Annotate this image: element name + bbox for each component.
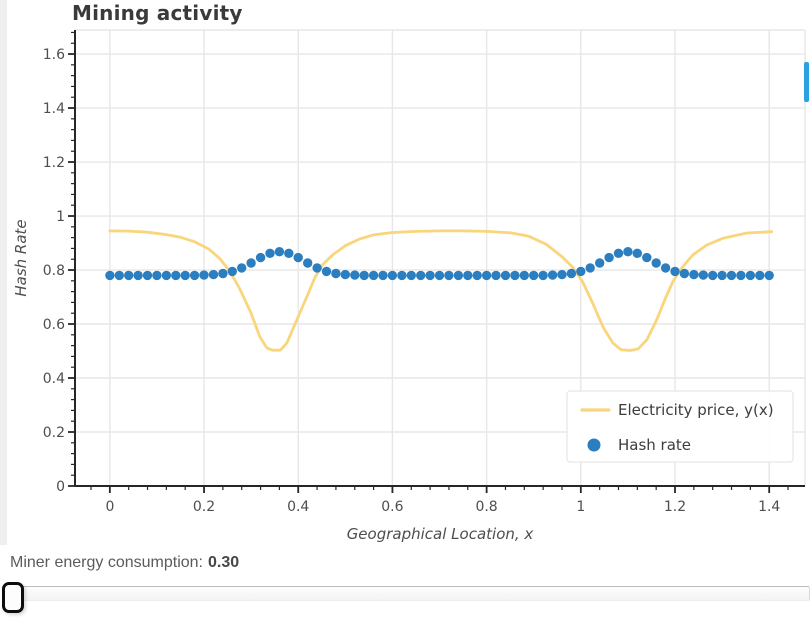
axes [68,30,805,493]
svg-text:0.6: 0.6 [381,499,403,515]
svg-text:1.4: 1.4 [43,101,65,117]
svg-text:0.6: 0.6 [43,317,65,333]
svg-text:0.8: 0.8 [43,263,65,279]
y-axis-label: Hash Rate [12,219,30,296]
svg-text:1: 1 [576,499,585,515]
svg-text:1.6: 1.6 [43,47,65,63]
svg-text:0: 0 [56,479,65,495]
legend: Electricity price, y(x) Hash rate [566,390,794,463]
energy-slider[interactable] [0,580,811,616]
legend-label-hashrate: Hash rate [618,436,691,454]
chart-canvas: 0 0.2 0.4 0.6 0.8 1 1.2 1.4 0 0.2 0.4 0.6 0.8 1 1.2 1.4… [12,29,806,543]
figure-left-edge [0,0,7,545]
y-tick-labels: 0 0.2 0.4 0.6 0.8 1 1.2 1.4 1.6 [43,47,65,495]
x-axis-label: Geographical Location, x [347,525,534,543]
svg-text:1.2: 1.2 [43,155,65,171]
svg-text:0: 0 [105,499,114,515]
hash-rate-points [105,247,774,281]
plot-frame [75,29,806,486]
svg-text:0.8: 0.8 [475,499,497,515]
svg-text:0.2: 0.2 [193,499,215,515]
svg-text:1.4: 1.4 [758,499,780,515]
svg-text:0.4: 0.4 [287,499,309,515]
legend-box [566,390,794,463]
svg-text:0.2: 0.2 [43,425,65,441]
chart-title: Mining activity [72,1,243,25]
figure: Mining activity 0 0.2 0.4 0.6 0.8 1 1.2 1.4 0 0.2… [12,1,806,543]
slider-label: Miner energy consumption: [10,554,203,571]
slider-value: 0.30 [207,554,240,571]
svg-text:1: 1 [56,209,65,225]
scrollbar-thumb[interactable] [804,62,809,102]
legend-dot-swatch [587,438,601,452]
legend-label-electricity: Electricity price, y(x) [618,401,774,419]
slider-handle[interactable] [2,582,24,613]
electricity-price-line [108,229,773,352]
x-tick-labels: 0 0.2 0.4 0.6 0.8 1 1.2 1.4 [105,499,780,515]
slider-caption: Miner energy consumption: 0.30 [10,554,239,572]
svg-text:1.2: 1.2 [664,499,686,515]
slider-track[interactable] [3,586,810,601]
svg-text:0.4: 0.4 [43,371,65,387]
